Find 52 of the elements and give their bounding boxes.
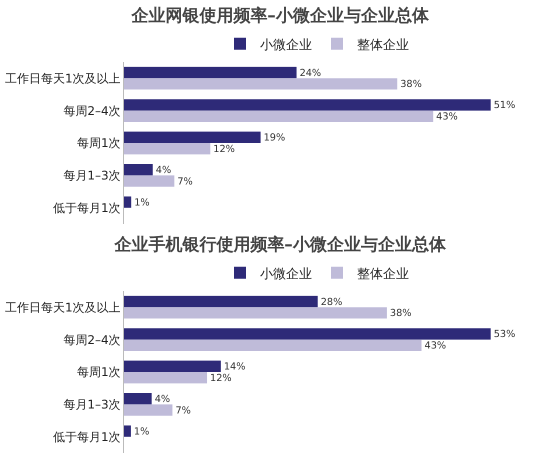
y-tick-label: 工作日每天1次及以上	[4, 71, 121, 86]
data-label: 7%	[177, 176, 193, 188]
bar	[124, 360, 221, 372]
bar	[124, 175, 174, 187]
data-label: 53%	[494, 329, 516, 340]
data-label: 4%	[154, 394, 170, 405]
data-label: 38%	[390, 308, 412, 320]
y-tick-label: 工作日每天1次及以上	[4, 300, 121, 314]
bar	[124, 78, 398, 90]
bar	[124, 340, 422, 351]
bar	[124, 110, 434, 122]
data-label: 51%	[494, 100, 516, 112]
bar	[124, 143, 210, 154]
data-label: 12%	[210, 372, 232, 384]
legend-label: 整体企业	[357, 266, 409, 282]
data-label: 1%	[134, 197, 150, 208]
data-label: 43%	[436, 112, 458, 123]
y-tick-label: 每月1–3次	[63, 398, 121, 412]
data-label: 4%	[156, 164, 172, 176]
bar	[124, 132, 261, 143]
y-tick-label: 每周1次	[76, 365, 121, 380]
data-label: 19%	[264, 132, 286, 144]
chart-title: 企业网银使用频率–小微企业与企业总体	[130, 6, 430, 26]
y-tick-label: 每周2–4次	[63, 104, 121, 118]
data-label: 38%	[400, 79, 422, 90]
bar	[124, 393, 152, 404]
legend-label: 小微企业	[260, 38, 312, 53]
legend-label: 小微企业	[260, 266, 312, 282]
legend-label: 整体企业	[357, 38, 409, 53]
bar	[124, 296, 318, 308]
chart-title: 企业手机银行使用频率–小微企业与企业总体	[113, 235, 447, 256]
bar	[124, 66, 297, 78]
y-tick-label: 低于每月1次	[52, 201, 121, 215]
y-tick-label: 每周1次	[76, 136, 121, 150]
data-label: 43%	[424, 340, 446, 352]
bar	[124, 425, 131, 437]
data-label: 14%	[224, 362, 246, 373]
y-tick-label: 低于每月1次	[52, 430, 121, 444]
bar	[124, 372, 208, 384]
data-label: 1%	[134, 426, 150, 438]
data-label: 28%	[320, 296, 342, 308]
bar	[124, 196, 132, 208]
y-tick-label: 每月1–3次	[63, 168, 121, 183]
bar	[124, 99, 491, 111]
y-tick-label: 每周2–4次	[63, 332, 121, 347]
bar	[124, 328, 491, 340]
data-label: 7%	[175, 405, 191, 416]
bar	[124, 404, 172, 416]
bar	[124, 307, 387, 319]
data-label: 24%	[300, 68, 322, 79]
bar	[124, 164, 153, 176]
data-label: 12%	[213, 144, 235, 155]
